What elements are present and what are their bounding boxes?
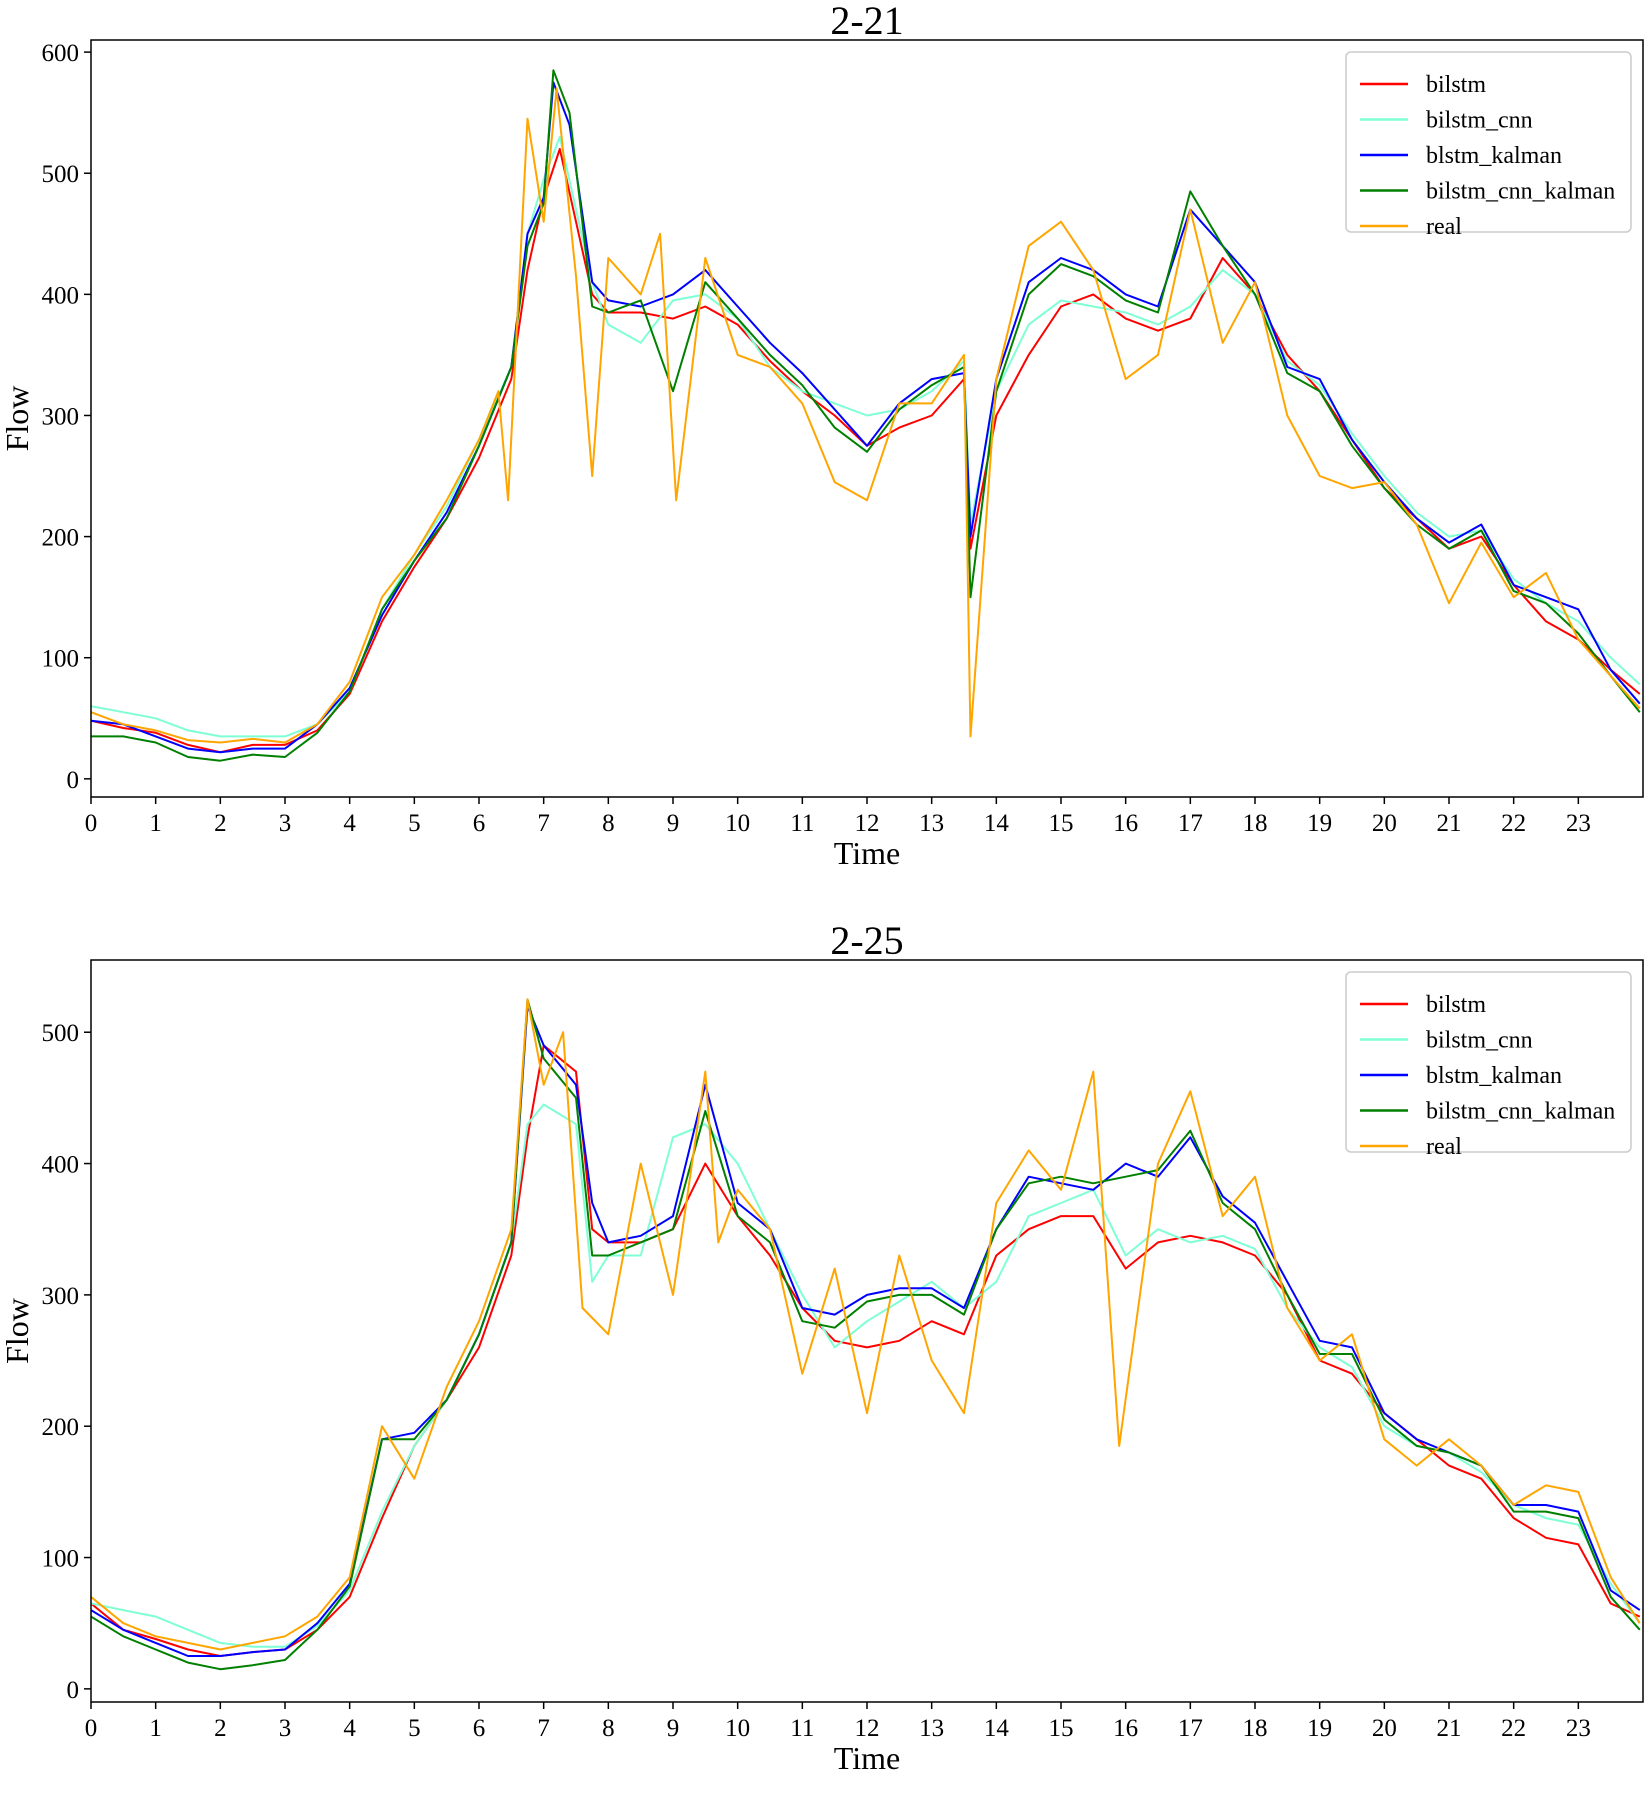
- y-tick-label: 400: [42, 282, 80, 309]
- x-tick-label: 7: [537, 1715, 550, 1742]
- x-tick-label: 23: [1566, 810, 1591, 837]
- x-tick-label: 9: [667, 1715, 680, 1742]
- x-tick-label: 19: [1307, 810, 1332, 837]
- y-tick-label: 500: [42, 161, 80, 188]
- x-tick-label: 4: [343, 810, 356, 837]
- x-tick-label: 5: [408, 1715, 421, 1742]
- x-tick-label: 23: [1566, 1715, 1591, 1742]
- legend-label: bilstm: [1426, 992, 1486, 1018]
- y-tick-label: 400: [42, 1152, 80, 1179]
- x-tick-label: 20: [1372, 810, 1397, 837]
- legend-label: bilstm_cnn: [1426, 1028, 1533, 1054]
- x-tick-label: 4: [343, 1715, 356, 1742]
- x-axis-label: Time: [834, 835, 900, 871]
- x-tick-label: 0: [85, 1715, 98, 1742]
- x-tick-label: 15: [1049, 810, 1074, 837]
- x-tick-label: 7: [537, 810, 550, 837]
- x-tick-label: 14: [984, 1715, 1010, 1742]
- plot-area: [91, 69, 1641, 762]
- x-tick-label: 5: [408, 810, 421, 837]
- x-tick-label: 11: [790, 810, 814, 837]
- y-tick-label: 200: [42, 525, 80, 552]
- x-tick-label: 3: [279, 1715, 292, 1742]
- x-tick-label: 1: [149, 810, 162, 837]
- x-tick-label: 0: [85, 810, 98, 837]
- plot-area: [91, 998, 1641, 1671]
- x-tick-label: 15: [1049, 1715, 1074, 1742]
- series-line-real: [91, 998, 1641, 1651]
- y-tick-label: 200: [42, 1414, 80, 1441]
- legend-label: bilstm_cnn_kalman: [1426, 179, 1615, 205]
- chart-panel-2-21: 2-21 0 1 2 3 4 5 6 7 8 9 10 11 12 13 14 15 16 17 18 19 20 21 2…: [0, 0, 1644, 871]
- x-tick-label: 17: [1178, 810, 1203, 837]
- chart-title: 2-25: [830, 918, 903, 963]
- chart-title: 2-21: [830, 0, 903, 43]
- x-tick-label: 13: [919, 1715, 944, 1742]
- x-axis-label: Time: [834, 1740, 900, 1776]
- x-tick-label: 16: [1113, 1715, 1138, 1742]
- y-tick-label: 500: [42, 1020, 80, 1047]
- x-tick-label: 14: [984, 810, 1010, 837]
- series-line-blstm-kalman: [91, 81, 1641, 754]
- y-tick-label: 300: [42, 1283, 80, 1310]
- y-axis-label: Flow: [0, 386, 35, 452]
- series-line-bilstm-cnn-kalman: [91, 998, 1641, 1671]
- x-tick-label: 12: [855, 810, 880, 837]
- x-tick-label: 3: [279, 810, 292, 837]
- series-line-bilstm: [91, 148, 1641, 754]
- x-tick-label: 16: [1113, 810, 1138, 837]
- x-tick-label: 10: [725, 810, 750, 837]
- x-tick-label: 8: [602, 1715, 615, 1742]
- chart-panel-2-25: 2-25 0 1 2 3 4 5 6 7 8 9 10 11 12 13 14 15 16 17 18 19 20 21 2…: [0, 918, 1644, 1776]
- legend-label: bilstm: [1426, 72, 1486, 98]
- legend: bilstm bilstm_cnn blstm_kalman bilstm_cnn_k…: [1345, 971, 1632, 1160]
- legend: bilstm bilstm_cnn blstm_kalman bilstm_cnn_k…: [1345, 51, 1632, 240]
- x-tick-label: 18: [1243, 1715, 1268, 1742]
- legend-label: blstm_kalman: [1426, 143, 1562, 169]
- x-tick-label: 22: [1501, 1715, 1526, 1742]
- x-tick-label: 2: [214, 810, 227, 837]
- x-tick-label: 19: [1307, 1715, 1332, 1742]
- x-tick-label: 8: [602, 810, 615, 837]
- x-tick-label: 11: [790, 1715, 814, 1742]
- legend-label: bilstm_cnn: [1426, 108, 1533, 134]
- x-tick-label: 6: [473, 810, 486, 837]
- x-tick-label: 17: [1178, 1715, 1203, 1742]
- legend-label: bilstm_cnn_kalman: [1426, 1099, 1615, 1125]
- x-tick-label: 1: [149, 1715, 162, 1742]
- x-tick-label: 12: [855, 1715, 880, 1742]
- legend-label: blstm_kalman: [1426, 1063, 1562, 1089]
- x-tick-label: 21: [1437, 1715, 1462, 1742]
- x-tick-label: 9: [667, 810, 680, 837]
- x-tick-label: 2: [214, 1715, 227, 1742]
- legend-label: real: [1426, 214, 1462, 240]
- x-tick-label: 6: [473, 1715, 486, 1742]
- series-line-real: [91, 87, 1641, 744]
- x-tick-label: 10: [725, 1715, 750, 1742]
- y-tick-label: 100: [42, 1546, 80, 1573]
- y-tick-label: 0: [67, 767, 80, 794]
- x-tick-label: 18: [1243, 810, 1268, 837]
- x-tick-label: 20: [1372, 1715, 1397, 1742]
- series-line-bilstm-cnn-kalman: [91, 69, 1641, 762]
- x-tick-label: 21: [1437, 810, 1462, 837]
- y-axis-label: Flow: [0, 1298, 35, 1364]
- legend-label: real: [1426, 1134, 1462, 1160]
- y-tick-label: 600: [42, 40, 80, 67]
- y-tick-label: 300: [42, 403, 80, 430]
- y-tick-label: 0: [67, 1677, 80, 1704]
- legend-box: [1345, 51, 1632, 233]
- x-tick-label: 22: [1501, 810, 1526, 837]
- y-tick-label: 100: [42, 646, 80, 673]
- x-tick-label: 13: [919, 810, 944, 837]
- legend-box: [1345, 971, 1632, 1153]
